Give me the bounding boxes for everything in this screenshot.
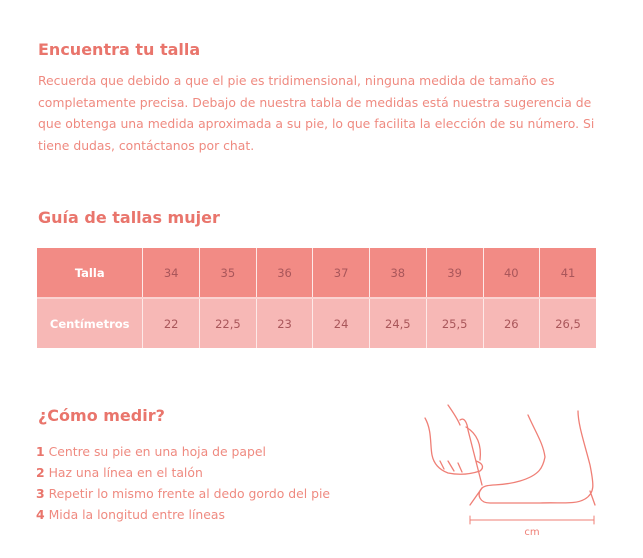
step-text: Haz una línea en el talón — [48, 465, 203, 480]
list-item: 4 Mida la longitud entre líneas — [36, 504, 330, 525]
intro-text: Recuerda que debido a que el pie es trid… — [38, 73, 595, 153]
cell: 40 — [482, 248, 540, 299]
measure-bracket — [469, 515, 595, 525]
foot-outline — [478, 410, 594, 504]
leg-outline — [469, 414, 546, 506]
row-label: Talla — [37, 248, 143, 299]
steps-list: 1 Centre su pie en una hoja de papel 2 H… — [36, 441, 330, 525]
cell: 25,5 — [425, 298, 484, 348]
list-item: 1 Centre su pie en una hoja de papel — [36, 441, 330, 462]
hand-outline — [424, 417, 484, 475]
cell: 26,5 — [539, 298, 596, 348]
cell: 22,5 — [198, 298, 257, 348]
pencil — [459, 418, 483, 486]
size-table: Talla 34 35 36 37 38 39 40 41 Centímetro… — [37, 248, 596, 348]
cell: 24,5 — [368, 298, 427, 348]
cell: 26 — [482, 298, 540, 348]
step-number: 4 — [36, 507, 45, 522]
list-item: 3 Repetir lo mismo frente al dedo gordo … — [36, 483, 330, 504]
intro-title: Encuentra tu talla — [38, 40, 201, 59]
cell: 36 — [255, 248, 313, 299]
foot-measure-illustration: cm — [424, 404, 596, 538]
step-number: 3 — [36, 486, 45, 501]
heel-line — [589, 490, 596, 506]
unit-label: cm — [524, 527, 539, 538]
table-row: Centímetros 22 22,5 23 24 24,5 25,5 26 2… — [37, 298, 596, 348]
step-text: Centre su pie en una hoja de papel — [48, 444, 266, 459]
cell: 24 — [312, 298, 370, 348]
measure-title: ¿Cómo medir? — [38, 406, 165, 425]
cell: 39 — [425, 248, 484, 299]
step-text: Mida la longitud entre líneas — [48, 507, 225, 522]
cell: 34 — [142, 248, 200, 299]
cell: 38 — [368, 248, 427, 299]
cell: 35 — [198, 248, 257, 299]
wrist-line — [447, 404, 461, 426]
cell: 37 — [312, 248, 370, 299]
thumb-outline — [465, 426, 482, 461]
step-number: 2 — [36, 465, 45, 480]
guide-title: Guía de tallas mujer — [38, 208, 220, 227]
table-row: Talla 34 35 36 37 38 39 40 41 — [37, 248, 596, 299]
list-item: 2 Haz una línea en el talón — [36, 462, 330, 483]
cell: 23 — [255, 298, 313, 348]
cell: 41 — [539, 248, 596, 299]
step-number: 1 — [36, 444, 45, 459]
step-text: Repetir lo mismo frente al dedo gordo de… — [48, 486, 331, 501]
cell: 22 — [142, 298, 200, 348]
finger-lines — [439, 460, 463, 473]
row-label: Centímetros — [49, 316, 130, 331]
